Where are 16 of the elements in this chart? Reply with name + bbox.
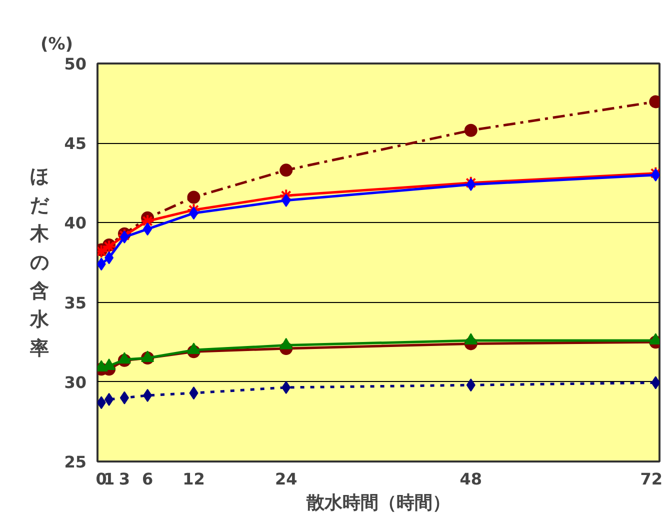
x-axis-title: 散水時間（時間） xyxy=(306,492,450,514)
y-tick-label: 30 xyxy=(64,372,86,392)
x-tick-label: 12 xyxy=(182,470,205,488)
x-tick-label: 48 xyxy=(460,470,482,488)
y-tick-label: 50 xyxy=(64,54,86,74)
y-tick-label: 40 xyxy=(64,214,86,233)
x-tick-label: 72 xyxy=(640,470,662,488)
y-tick-label: 35 xyxy=(64,293,86,312)
y-axis-title: ほだ木の含水率 xyxy=(29,166,50,360)
y-tick-label: 25 xyxy=(64,452,86,472)
x-tick-label: 24 xyxy=(274,470,298,488)
x-tick-label: 3 xyxy=(118,470,130,488)
y-tick-label: 45 xyxy=(64,134,86,154)
x-tick-label: 0 xyxy=(96,470,107,488)
text: (%) xyxy=(40,34,74,54)
x-tick-label: 6 xyxy=(142,470,154,488)
